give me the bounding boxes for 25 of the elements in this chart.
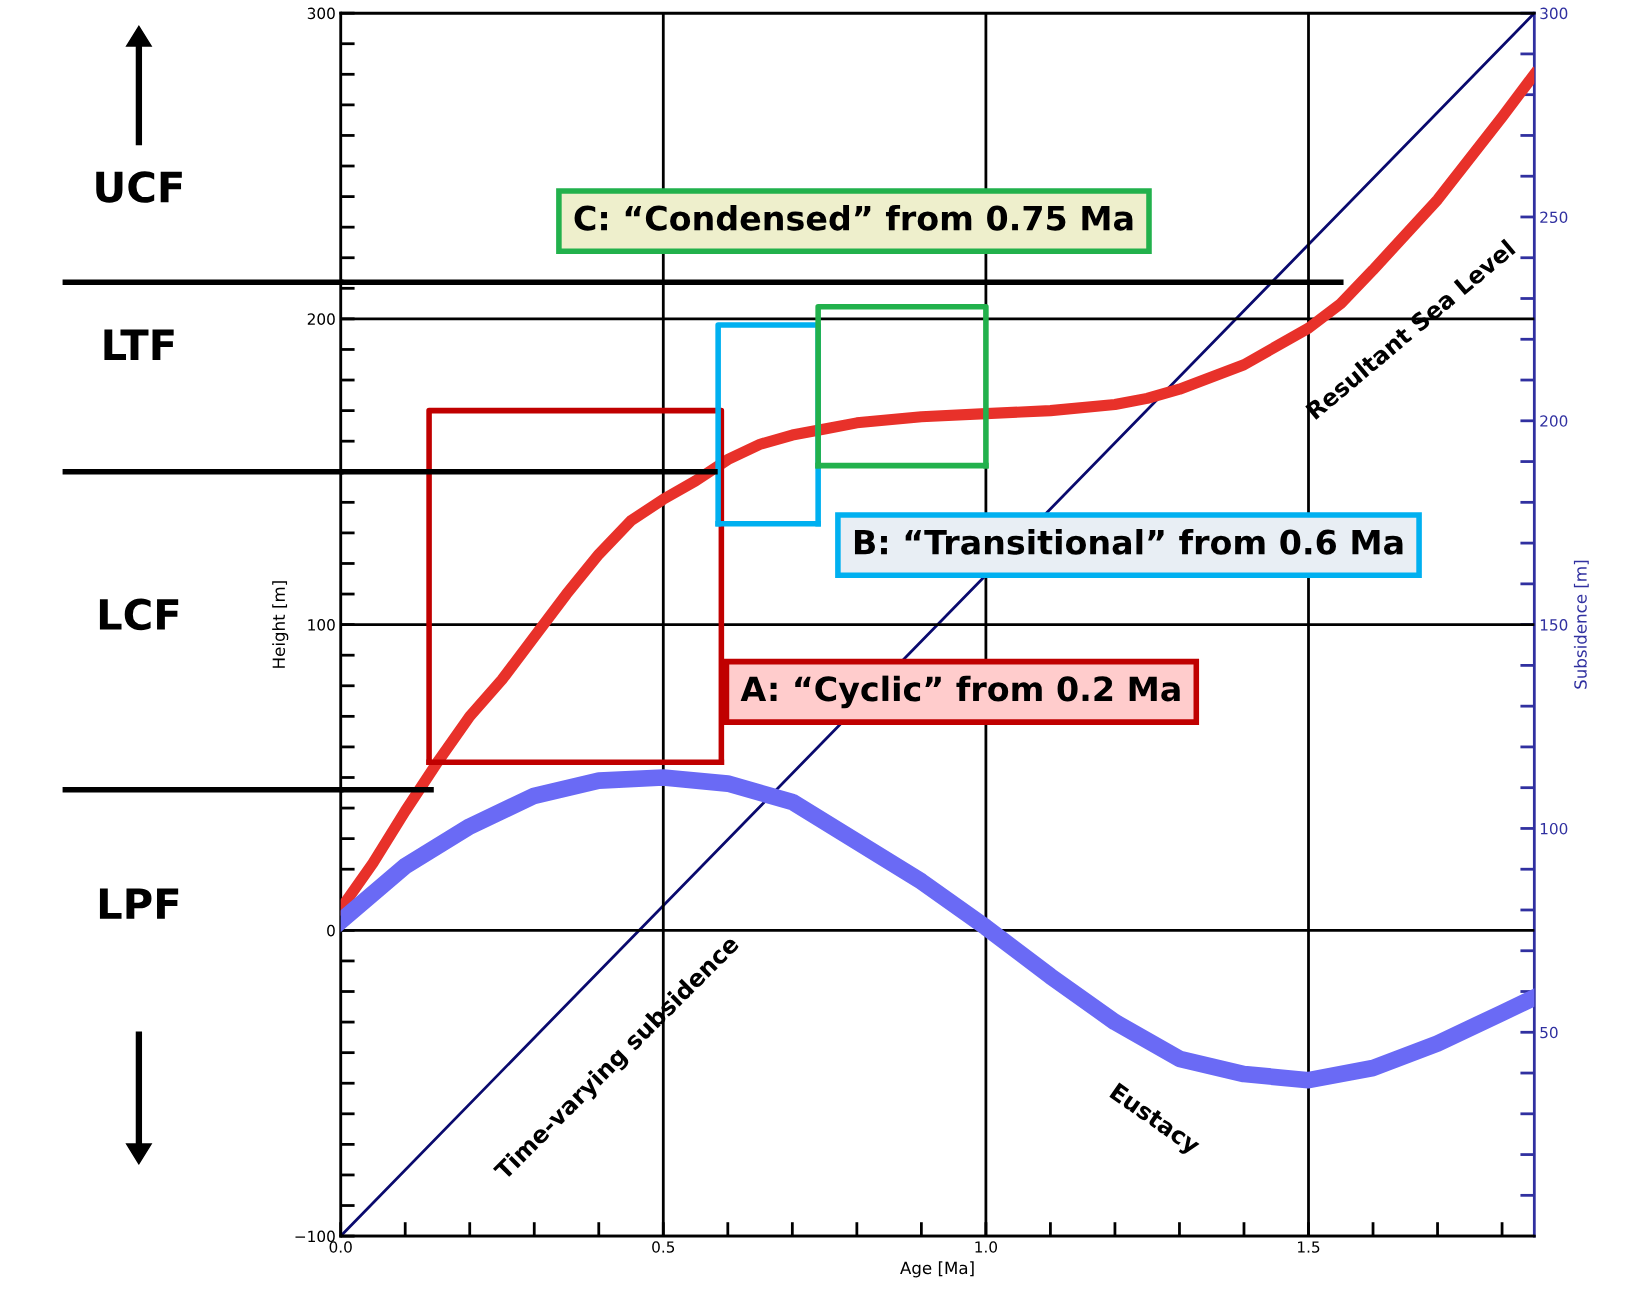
y-tick-label: 300 xyxy=(307,7,335,20)
y2-tick-label: 250 xyxy=(1540,211,1568,223)
text: UCF xyxy=(96,171,182,203)
x-axis-title: Age [Ma] xyxy=(900,1261,974,1278)
y-tick-label: 200 xyxy=(307,313,335,325)
annotation: A: “Cyclic” from 0.2 Ma xyxy=(740,675,1180,709)
annotation: C: “Condensed” from 0.75 Ma xyxy=(574,204,1133,231)
x-tick-label: 0.5 xyxy=(652,1241,675,1253)
x-tick-label: 1.0 xyxy=(975,1241,998,1253)
text: LPF xyxy=(99,888,179,919)
y-tick-label: 0 xyxy=(327,924,335,937)
y2-tick-label: 50 xyxy=(1540,1026,1558,1039)
text: LCF xyxy=(99,598,179,631)
y-axis-title: Height [m] xyxy=(272,581,289,668)
y2-tick-label: 300 xyxy=(1540,7,1568,20)
y-tick-label: 100 xyxy=(308,619,335,631)
text: LTF xyxy=(104,329,174,360)
x-tick-label: 0.0 xyxy=(329,1241,352,1253)
x-tick-label: 1.5 xyxy=(1298,1241,1320,1253)
y2-tick-label: 100 xyxy=(1540,822,1568,835)
y2-axis-title: Subsidence [m] xyxy=(1573,560,1589,689)
y2-tick-label: 200 xyxy=(1540,415,1568,427)
annotation: B: “Transitional” from 0.6 Ma xyxy=(854,529,1403,555)
y-tick-label: −100 xyxy=(295,1230,335,1243)
y2-tick-label: 150 xyxy=(1540,619,1568,631)
